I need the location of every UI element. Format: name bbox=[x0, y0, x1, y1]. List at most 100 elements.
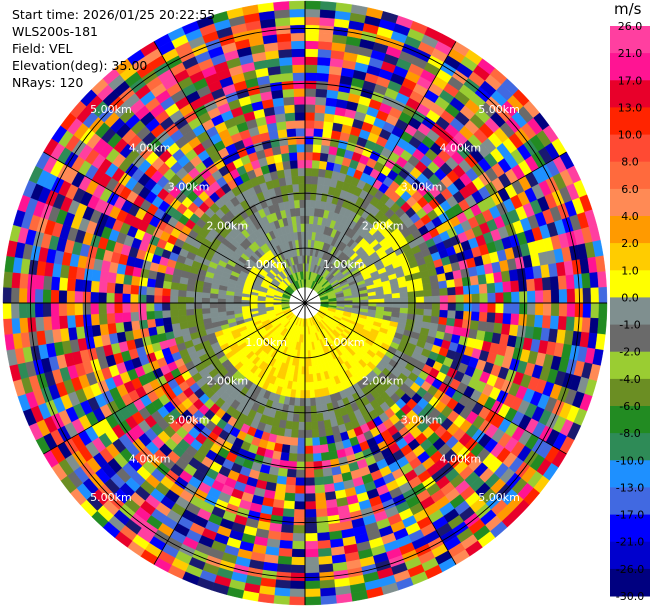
ppi-cell bbox=[429, 274, 439, 284]
ppi-cell bbox=[296, 135, 306, 145]
colorbar-tick-label: -2.0 bbox=[619, 346, 640, 359]
ppi-cell bbox=[2, 302, 12, 320]
ppi-cell bbox=[315, 508, 328, 518]
ppi-cell bbox=[487, 292, 496, 304]
ppi-cell bbox=[304, 48, 319, 58]
ppi-cell bbox=[321, 459, 332, 470]
ppi-cell bbox=[318, 32, 334, 43]
ppi-cell bbox=[304, 580, 321, 590]
ppi-cell bbox=[82, 302, 91, 315]
ppi-cell bbox=[282, 160, 292, 170]
colorbar-tick-label: -17.0 bbox=[616, 509, 644, 522]
ppi-cell bbox=[384, 298, 393, 304]
ppi-cell bbox=[533, 277, 544, 292]
colorbar-tick-label: -1.0 bbox=[619, 319, 640, 332]
ppi-cell bbox=[314, 104, 327, 114]
ppi-cell bbox=[447, 302, 457, 312]
ppi-cell bbox=[304, 445, 314, 455]
ppi-cell bbox=[287, 136, 297, 146]
ppi-cell bbox=[42, 275, 53, 290]
ppi-cell bbox=[282, 88, 295, 98]
ppi-cell bbox=[304, 56, 319, 66]
ppi-cell bbox=[106, 281, 116, 294]
ppi-cell bbox=[313, 476, 325, 486]
ppi-cell bbox=[463, 294, 473, 304]
ppi-cell bbox=[557, 275, 568, 290]
ppi-cell bbox=[526, 290, 536, 304]
ppi-cell bbox=[163, 323, 174, 333]
ppi-cell bbox=[90, 291, 99, 304]
ppi-cell bbox=[392, 297, 401, 304]
ppi-cell bbox=[291, 175, 300, 185]
ppi-cell bbox=[304, 167, 313, 177]
ppi-cell bbox=[297, 437, 306, 447]
ppi-cell bbox=[122, 274, 133, 285]
ppi-cell bbox=[279, 451, 290, 462]
ppi-cell bbox=[581, 272, 591, 289]
ppi-cell bbox=[291, 556, 306, 566]
ppi-cell bbox=[289, 580, 306, 590]
ppi-cell bbox=[74, 314, 84, 328]
ppi-cell bbox=[324, 427, 334, 437]
ppi-cell bbox=[304, 596, 322, 606]
ppi-cell bbox=[137, 294, 147, 304]
ppi-cell bbox=[295, 477, 306, 487]
ppi-cell bbox=[106, 312, 116, 325]
ppi-cell bbox=[439, 302, 449, 311]
ppi-cell bbox=[19, 317, 29, 334]
ppi-cell bbox=[90, 302, 99, 315]
ppi-cell bbox=[312, 445, 322, 455]
range-ring-label: 1.00km bbox=[323, 258, 365, 271]
ppi-cell bbox=[589, 272, 599, 289]
ppi-cell bbox=[479, 302, 489, 313]
ppi-cell bbox=[292, 532, 306, 542]
ppi-cell bbox=[177, 308, 187, 317]
ppi-cell bbox=[278, 56, 293, 67]
ppi-cell bbox=[454, 286, 464, 296]
ppi-cell bbox=[315, 516, 329, 526]
ppi-cell bbox=[161, 287, 171, 297]
ppi-cell bbox=[368, 302, 377, 307]
ppi-cell bbox=[283, 104, 296, 114]
ppi-cell bbox=[308, 365, 313, 375]
ppi-cell bbox=[106, 292, 115, 304]
ppi-cell bbox=[304, 215, 310, 224]
ppi-cell bbox=[320, 144, 331, 155]
ppi-cell bbox=[462, 285, 472, 295]
ppi-cell bbox=[153, 286, 163, 296]
ppi-cell bbox=[11, 317, 21, 334]
ppi-cell bbox=[519, 291, 528, 304]
ppi-cell bbox=[114, 282, 124, 294]
ppi-cell bbox=[447, 294, 457, 304]
ppi-cell bbox=[129, 293, 139, 304]
ppi-cell bbox=[533, 314, 544, 329]
ppi-cell bbox=[582, 287, 592, 304]
range-ring-label: 4.00km bbox=[129, 452, 171, 465]
colorbar-tick-label: -30.0 bbox=[616, 590, 644, 603]
ppi-cell bbox=[462, 311, 472, 321]
ppi-cell bbox=[294, 493, 306, 502]
ppi-cell bbox=[291, 48, 306, 58]
ppi-cell bbox=[293, 517, 306, 526]
ppi-cell bbox=[511, 291, 520, 304]
range-ring-label: 3.00km bbox=[401, 414, 443, 427]
ppi-cell bbox=[304, 509, 317, 518]
ppi-cell bbox=[453, 277, 464, 288]
ppi-cell bbox=[310, 413, 318, 423]
ppi-cell bbox=[321, 136, 332, 147]
ppi-cell bbox=[225, 302, 234, 308]
ppi-cell bbox=[502, 281, 512, 293]
ppi-cell bbox=[550, 289, 560, 304]
ppi-cell bbox=[18, 302, 28, 319]
ppi-cell bbox=[42, 289, 52, 304]
ppi-cell bbox=[90, 313, 100, 326]
ppi-cell bbox=[294, 485, 306, 494]
range-ring-label: 2.00km bbox=[362, 375, 404, 388]
ppi-cell bbox=[284, 176, 293, 186]
ppi-cell bbox=[319, 9, 336, 19]
ppi-cell bbox=[542, 289, 552, 304]
ppi-cell bbox=[90, 280, 100, 293]
ppi-cell bbox=[324, 105, 337, 115]
ppi-cell bbox=[471, 302, 481, 313]
